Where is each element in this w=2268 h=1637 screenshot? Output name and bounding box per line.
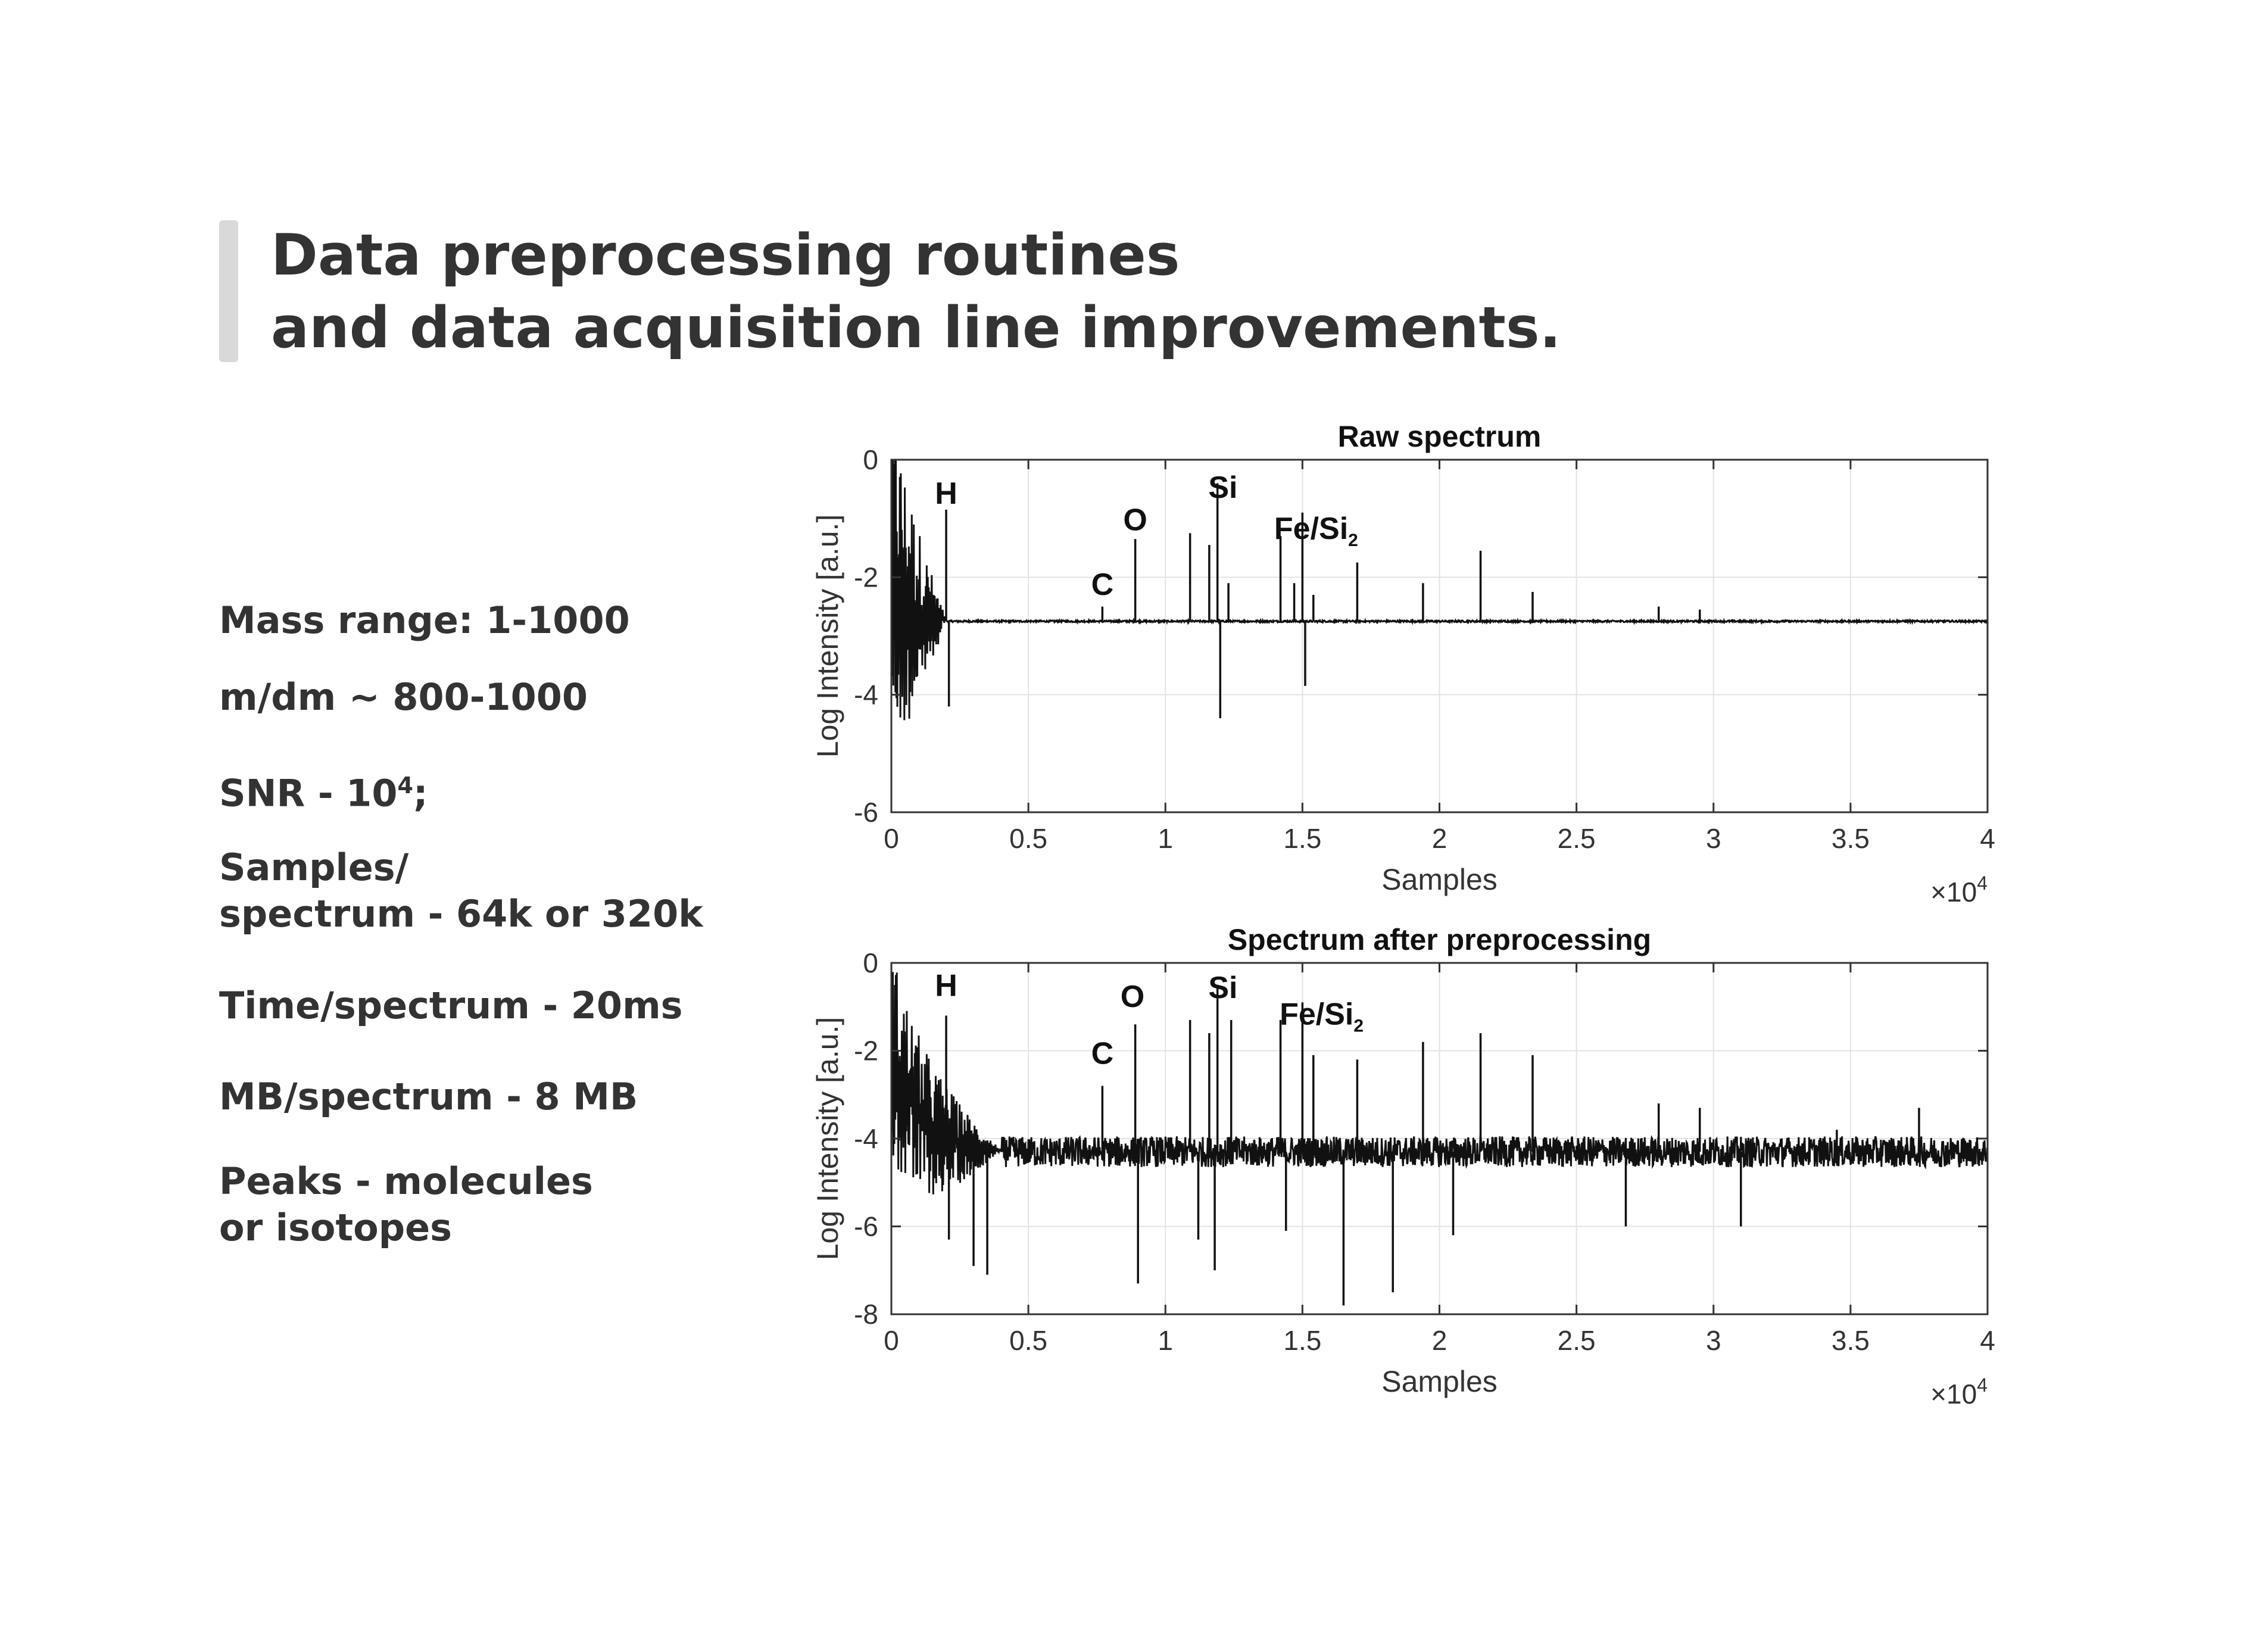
x-tick-label: 3.5 xyxy=(1832,1325,1870,1356)
x-tick-label: 0.5 xyxy=(1009,823,1047,854)
peak-annotation: O xyxy=(1123,503,1147,537)
y-axis-label: Log Intensity [a.u.] xyxy=(811,1017,844,1261)
spec-size: MB/spectrum - 8 MB xyxy=(219,1075,638,1118)
peak-annotation-text: O xyxy=(1121,980,1144,1014)
x-tick-label: 2.5 xyxy=(1558,1325,1596,1356)
peak-annotation-subscript: 2 xyxy=(1353,1016,1364,1036)
peak-annotation: C xyxy=(1091,568,1114,602)
peak-annotation-text: Fe/Si xyxy=(1274,512,1348,546)
spec-peaks-line-1: Peaks - molecules xyxy=(219,1159,593,1203)
x-tick-label: 2 xyxy=(1432,1325,1447,1356)
peak-annotation-text: H xyxy=(935,476,957,511)
spec-time: Time/spectrum - 20ms xyxy=(219,984,683,1027)
spectrum-trace xyxy=(890,972,1989,1195)
y-tick-label: 0 xyxy=(863,444,878,475)
y-tick-label: -6 xyxy=(854,1211,878,1242)
spec-mass-range: Mass range: 1-1000 xyxy=(219,598,630,642)
x-tick-label: 1 xyxy=(1158,823,1173,854)
x-multiplier-base: ×10 xyxy=(1930,877,1977,908)
y-tick-label: -2 xyxy=(854,1036,878,1067)
x-tick-label: 2.5 xyxy=(1558,823,1596,854)
y-tick-label: -2 xyxy=(854,562,878,593)
x-tick-label: 0 xyxy=(884,823,899,854)
title-accent-bar xyxy=(219,220,238,362)
page-title-line-2: and data acquisition line improvements. xyxy=(271,295,1561,361)
peak-annotation: Si xyxy=(1208,971,1237,1005)
x-axis-label: Samples xyxy=(1381,1365,1498,1398)
peak-annotation: H xyxy=(935,968,957,1003)
y-tick-label: -6 xyxy=(854,797,878,828)
x-tick-label: 3 xyxy=(1706,1325,1721,1356)
peak-annotation-text: Fe/Si xyxy=(1280,997,1353,1031)
spec-peaks-line-2: or isotopes xyxy=(219,1206,453,1249)
peak-annotation: Si xyxy=(1208,470,1237,505)
page-title: Data preprocessing routines and data acq… xyxy=(271,219,1561,364)
x-tick-label: 0.5 xyxy=(1009,1325,1047,1356)
spec-resolution: m/dm ~ 800-1000 xyxy=(219,675,588,719)
chart-1: 0 0.5 1 1.5 2 2.5 3 3.5 4 0 -2 -4 -6 Raw spectrum Samp… xyxy=(811,420,1995,908)
spec-snr-text: SNR - 10 xyxy=(219,771,398,815)
y-tick-label: -4 xyxy=(854,1123,878,1154)
x-multiplier: ×104 xyxy=(1930,1374,1988,1410)
peak-annotation-subscript: 2 xyxy=(1348,531,1358,550)
x-tick-label: 3 xyxy=(1706,823,1721,854)
chart-title: Spectrum after preprocessing xyxy=(1228,923,1651,956)
y-tick-label: -4 xyxy=(854,679,878,710)
y-tick-label: -8 xyxy=(854,1299,878,1330)
peak-annotation-text: H xyxy=(935,968,957,1003)
x-tick-label: 4 xyxy=(1980,1325,1995,1356)
x-tick-label: 2 xyxy=(1432,823,1447,854)
x-tick-label: 1 xyxy=(1158,1325,1173,1356)
spec-list: Mass range: 1-1000 m/dm ~ 800-1000 SNR -… xyxy=(219,0,815,1637)
x-tick-label: 1.5 xyxy=(1283,1325,1321,1356)
peak-annotation: O xyxy=(1121,980,1144,1014)
spec-snr: SNR - 104; xyxy=(219,762,428,817)
page-title-line-1: Data preprocessing routines xyxy=(271,223,1180,288)
peak-annotation: Fe/Si2 xyxy=(1280,997,1364,1036)
x-multiplier-base: ×10 xyxy=(1930,1379,1977,1410)
spec-snr-suffix: ; xyxy=(413,771,428,815)
spec-snr-exponent: 4 xyxy=(397,772,413,799)
chart-title: Raw spectrum xyxy=(1338,420,1542,453)
x-multiplier: ×104 xyxy=(1930,872,1988,908)
y-axis-label: Log Intensity [a.u.] xyxy=(811,515,844,758)
peak-annotation-text: Si xyxy=(1208,470,1237,505)
y-tick-label: 0 xyxy=(863,947,878,978)
peak-annotation-text: C xyxy=(1091,1037,1114,1071)
chart-2: 0 0.5 1 1.5 2 2.5 3 3.5 4 0 -2 -4 -6 -8 Spectrum after… xyxy=(811,923,1995,1410)
x-multiplier-exponent: 4 xyxy=(1977,872,1988,894)
spectrum-trace xyxy=(890,459,1989,721)
peak-annotation-text: O xyxy=(1123,503,1147,537)
x-tick-label: 1.5 xyxy=(1283,823,1321,854)
x-axis-label: Samples xyxy=(1381,863,1498,896)
peak-annotation-text: C xyxy=(1091,568,1114,602)
x-tick-label: 4 xyxy=(1980,823,1995,854)
peak-annotation-text: Si xyxy=(1208,971,1237,1005)
peak-annotation: Fe/Si2 xyxy=(1274,512,1358,550)
peak-annotation: C xyxy=(1091,1037,1114,1071)
x-tick-label: 3.5 xyxy=(1832,823,1870,854)
peak-annotation: H xyxy=(935,476,957,511)
spec-samples-line-1: Samples/ xyxy=(219,846,409,889)
spec-samples-line-2: spectrum - 64k or 320k xyxy=(219,892,703,936)
x-multiplier-exponent: 4 xyxy=(1977,1374,1988,1396)
x-tick-label: 0 xyxy=(884,1325,899,1356)
